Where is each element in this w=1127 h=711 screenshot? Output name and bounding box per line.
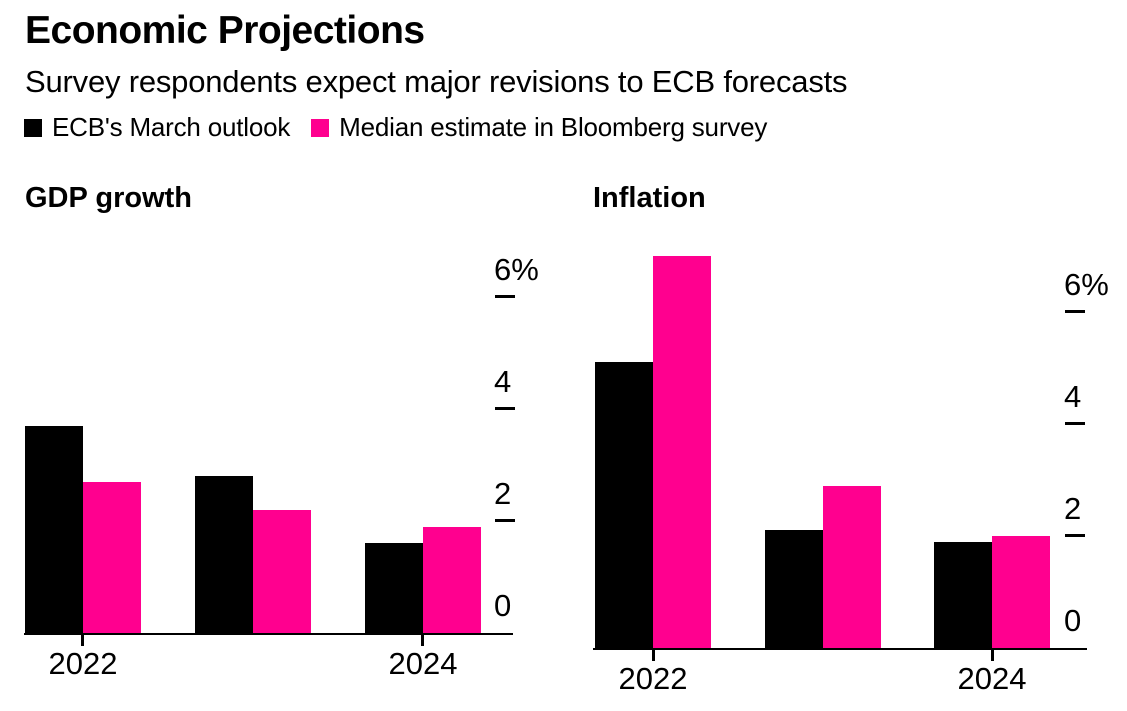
y-tick-label-2: 2 (494, 476, 512, 511)
bar-ecb-2022 (595, 362, 653, 648)
black-square-icon (24, 118, 42, 137)
y-tick-4 (495, 407, 515, 410)
y-tick-label-0: 0 (1064, 603, 1082, 638)
legend-label: Median estimate in Bloomberg survey (339, 112, 768, 142)
legend-item-survey: Median estimate in Bloomberg survey (311, 112, 767, 143)
y-tick-label-4: 4 (1064, 379, 1082, 414)
bar-ecb-2024 (365, 543, 423, 633)
page-title: Economic Projections (25, 9, 425, 52)
x-axis-line (24, 633, 513, 635)
chart-subtitle: Survey respondents expect major revision… (25, 64, 848, 99)
bar-survey-2024 (423, 527, 481, 633)
y-tick-2 (1065, 534, 1085, 537)
y-tick-label-6: 6% (1064, 267, 1109, 302)
x-tick-2022 (81, 635, 84, 646)
y-tick-label-0: 0 (494, 588, 512, 623)
legend-label: ECB's March outlook (52, 112, 291, 142)
y-tick-4 (1065, 422, 1085, 425)
y-tick-6 (1065, 310, 1085, 313)
x-tick-label-2024: 2024 (957, 661, 1027, 696)
y-tick-6 (495, 295, 515, 298)
bar-survey-2023 (823, 486, 881, 648)
y-tick-label-6: 6% (494, 252, 539, 287)
inflation-chart-title: Inflation (593, 182, 706, 214)
bar-survey-2024 (992, 536, 1050, 648)
x-tick-2024 (991, 650, 994, 661)
bar-survey-2023 (253, 510, 311, 633)
y-tick-label-4: 4 (494, 364, 512, 399)
chart-legend: ECB's March outlook Median estimate in Bl… (24, 112, 767, 143)
y-tick-2 (495, 519, 515, 522)
bar-ecb-2023 (195, 476, 253, 633)
x-tick-2024 (421, 635, 424, 646)
x-tick-label-2022: 2022 (618, 661, 688, 696)
bar-ecb-2024 (934, 542, 992, 648)
x-tick-2022 (652, 650, 655, 661)
y-tick-label-2: 2 (1064, 491, 1082, 526)
bar-ecb-2022 (25, 426, 83, 633)
gdp-chart-title: GDP growth (25, 182, 193, 214)
x-tick-label-2022: 2022 (48, 646, 118, 681)
legend-item-ecb: ECB's March outlook (24, 112, 290, 143)
pink-square-icon (311, 118, 330, 137)
bar-ecb-2023 (765, 530, 823, 648)
x-axis-line (593, 648, 1087, 650)
x-tick-label-2024: 2024 (388, 646, 458, 681)
bar-survey-2022 (653, 256, 711, 648)
bar-survey-2022 (83, 482, 141, 633)
